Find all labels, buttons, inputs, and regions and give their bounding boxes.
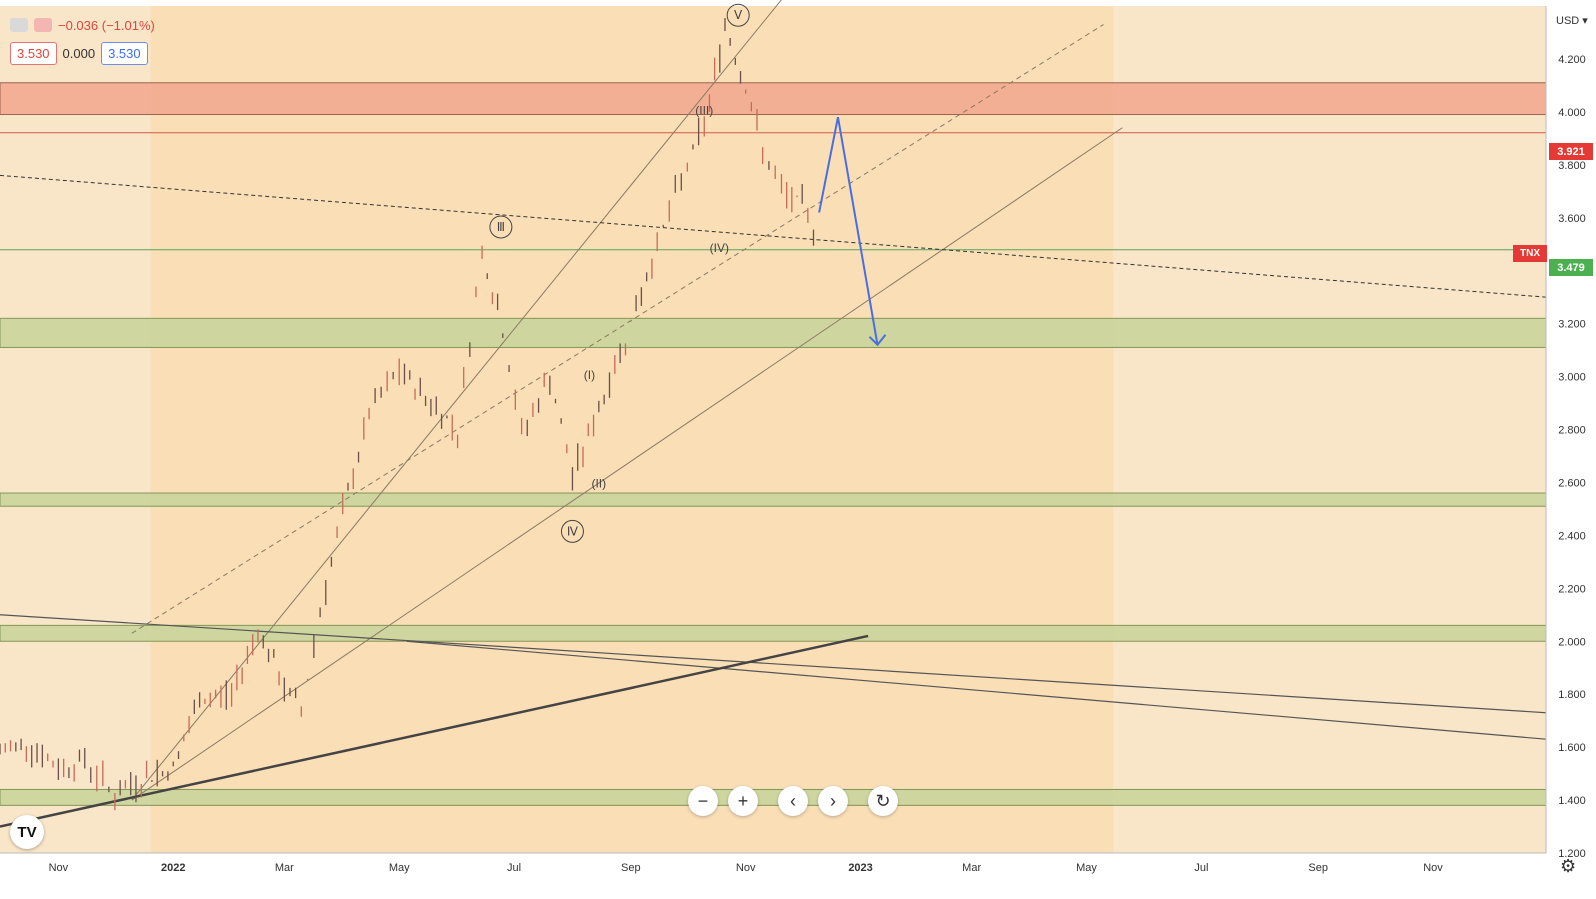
y-tick-label: 2.400 [1558,530,1586,542]
x-tick-label: Jul [507,862,521,874]
chart-navigation: − + ‹ › ↻ [688,786,898,816]
wave-label-2: (III) [695,104,713,118]
y-tick-label: 4.200 [1558,54,1586,66]
wave-label-1: (II) [591,477,606,491]
y-tick-label: 3.200 [1558,319,1586,331]
y-tick-label: 1.800 [1558,689,1586,701]
y-tick-label: 3.600 [1558,213,1586,225]
symbol-tag: TNX [1513,245,1547,262]
y-tick-label: 2.000 [1558,636,1586,648]
x-tick-label: Nov [736,862,756,874]
x-tick-label: Sep [1308,862,1328,874]
wave-label-0: (I) [584,368,595,382]
x-tick-label: May [389,862,410,874]
reset-icon[interactable]: ↻ [868,786,898,816]
forecast-path [818,116,879,345]
zone-resistance-0 [0,82,1547,116]
red-price-tag: 3.921 [1549,143,1593,160]
y-tick-label: 3.000 [1558,372,1586,384]
zone-support-2 [0,492,1547,507]
channel-lower-line [131,127,1123,801]
forecast-arrowhead [868,334,887,347]
gear-icon[interactable]: ⚙ [1560,856,1577,876]
x-tick-label: Mar [962,862,981,874]
y-tick-label: 3.800 [1558,160,1586,172]
x-tick-label: Nov [1423,862,1443,874]
zone-support-3 [0,624,1547,642]
y-tick-label: 1.200 [1558,848,1586,860]
y-tick-label: 2.600 [1558,477,1586,489]
ohlc-readout: 3.530 0.000 3.530 [10,42,148,65]
currency-selector[interactable]: USD ▾ [1556,15,1588,27]
wave-label-6: Ⅳ [567,524,578,538]
zoom-in-icon[interactable]: + [728,786,758,816]
spread-value: 0.000 [62,46,96,61]
zoom-out-icon[interactable]: − [688,786,718,816]
channel-upper-line [131,0,782,801]
wave-circle-5 [489,215,513,239]
scroll-right-icon[interactable]: › [818,786,848,816]
x-tick-label: 2023 [848,862,872,874]
x-tick-label: Nov [49,862,69,874]
zone-support-1 [0,317,1547,348]
long-term-support-line [0,634,869,828]
selection-range [150,6,1113,853]
y-tick-label: 1.400 [1558,795,1586,807]
wave-circle-6 [560,519,584,543]
ask-price[interactable]: 3.530 [101,42,148,65]
wave-circle-4 [726,3,750,27]
wave-label-5: Ⅲ [497,220,505,234]
symbol-icon[interactable] [34,18,52,32]
visibility-toggle-icon[interactable] [10,18,28,32]
x-tick-label: Jul [1194,862,1208,874]
y-tick-label: 1.600 [1558,742,1586,754]
x-tick-label: May [1076,862,1097,874]
price-change: −0.036 (−1.01%) [58,17,155,33]
scroll-left-icon[interactable]: ‹ [778,786,808,816]
wave-label-4: Ⅴ [734,8,743,22]
green-price-tag: 3.479 [1549,259,1593,276]
y-tick-label: 2.200 [1558,583,1586,595]
tradingview-logo-icon: TV [10,815,44,849]
x-tick-label: Sep [621,862,641,874]
wave-label-3: (IV) [710,241,729,255]
channel-middle-line [131,24,1104,634]
y-tick-label: 4.000 [1558,107,1586,119]
x-tick-label: Mar [275,862,294,874]
candles-group [0,18,815,811]
bid-price[interactable]: 3.530 [10,42,57,65]
trend-line-lower [406,640,1547,740]
chart-legend: −0.036 (−1.01%) [10,14,155,36]
x-tick-label: 2022 [161,862,185,874]
y-tick-label: 2.800 [1558,425,1586,437]
